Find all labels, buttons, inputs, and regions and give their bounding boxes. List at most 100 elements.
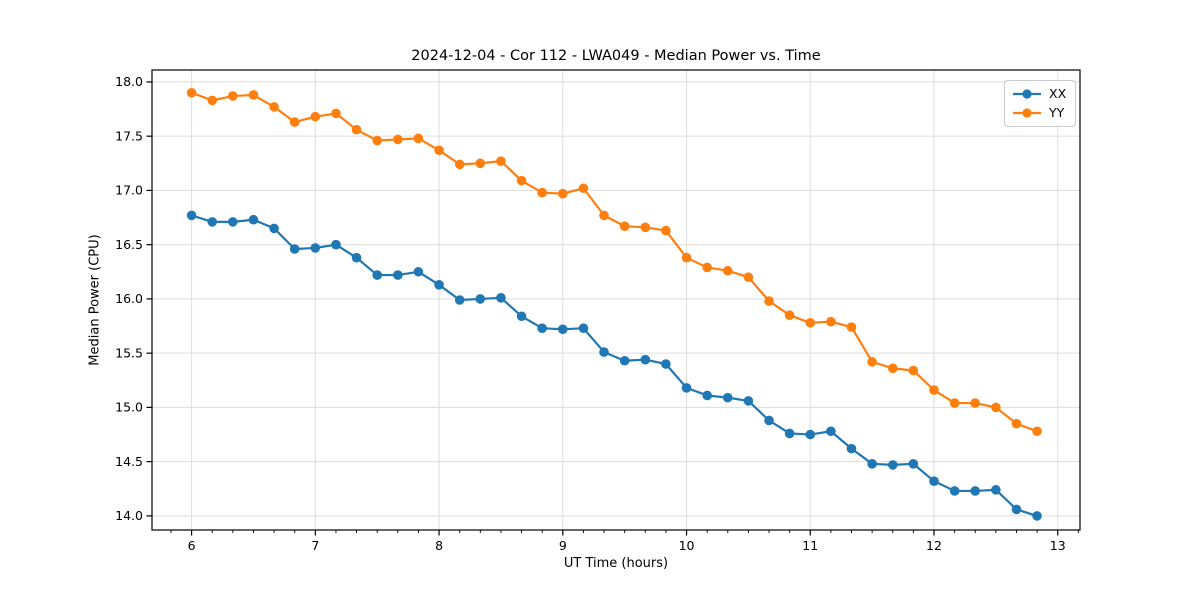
data-point-xx bbox=[702, 390, 712, 401]
data-point-xx bbox=[413, 266, 424, 277]
data-point-yy bbox=[434, 145, 444, 156]
data-point-xx bbox=[661, 359, 671, 369]
data-point-yy bbox=[929, 385, 939, 395]
data-point-yy bbox=[681, 252, 692, 263]
data-point-xx bbox=[846, 443, 857, 454]
data-point-yy bbox=[722, 265, 733, 276]
data-point-yy bbox=[1032, 426, 1042, 437]
data-point-yy bbox=[619, 221, 630, 232]
data-point-xx bbox=[722, 392, 733, 403]
data-point-xx bbox=[310, 243, 321, 253]
data-point-xx bbox=[1032, 511, 1042, 521]
data-point-xx bbox=[826, 426, 836, 437]
y-tick-label: 15.0 bbox=[115, 400, 143, 415]
data-point-xx bbox=[743, 396, 754, 406]
data-point-yy bbox=[454, 159, 465, 170]
data-point-xx bbox=[537, 323, 547, 334]
data-point-yy bbox=[661, 225, 671, 236]
data-point-yy bbox=[557, 188, 568, 199]
data-point-yy bbox=[331, 108, 341, 119]
legend-label-xx: XX bbox=[1049, 85, 1067, 101]
data-point-yy bbox=[784, 310, 795, 320]
data-point-yy bbox=[310, 111, 321, 122]
legend-marker-sample bbox=[1022, 89, 1032, 99]
y-tick-label: 18.0 bbox=[115, 74, 143, 89]
data-point-yy bbox=[228, 91, 238, 101]
legend-line-yy-icon bbox=[1013, 108, 1041, 118]
data-point-xx bbox=[289, 244, 300, 254]
legend: XX YY bbox=[1004, 80, 1077, 127]
data-point-xx bbox=[908, 459, 919, 469]
data-point-yy bbox=[991, 402, 1001, 413]
x-tick-label: 6 bbox=[188, 538, 196, 553]
data-point-yy bbox=[867, 357, 877, 367]
y-tick-label: 16.5 bbox=[115, 237, 143, 252]
series-line-xx bbox=[190, 214, 1039, 518]
data-point-xx bbox=[929, 476, 939, 486]
data-point-yy bbox=[248, 90, 259, 100]
legend-marker-sample bbox=[1022, 108, 1032, 118]
legend-item-yy: YY bbox=[1012, 104, 1066, 122]
data-point-yy bbox=[496, 156, 506, 166]
data-point-yy bbox=[413, 133, 424, 144]
data-point-yy bbox=[970, 398, 980, 408]
data-point-xx bbox=[372, 270, 382, 280]
data-point-yy bbox=[393, 134, 403, 145]
data-point-yy bbox=[805, 317, 816, 328]
data-point-xx bbox=[207, 217, 218, 227]
x-tick-label: 8 bbox=[435, 538, 443, 553]
data-point-yy bbox=[289, 117, 300, 127]
data-point-xx bbox=[475, 294, 486, 304]
data-point-xx bbox=[991, 485, 1001, 495]
data-point-xx bbox=[1011, 504, 1022, 515]
x-axis-label: UT Time (hours) bbox=[563, 556, 669, 571]
data-point-xx bbox=[228, 217, 238, 227]
data-point-xx bbox=[248, 214, 259, 225]
data-point-yy bbox=[908, 365, 919, 376]
data-point-yy bbox=[186, 87, 197, 98]
data-point-xx bbox=[351, 252, 362, 263]
y-tick-label: 14.0 bbox=[115, 508, 143, 523]
x-tick-label: 9 bbox=[559, 538, 567, 553]
y-tick-label: 17.0 bbox=[115, 183, 143, 198]
data-point-yy bbox=[537, 187, 547, 198]
data-point-xx bbox=[949, 486, 960, 496]
data-point-xx bbox=[454, 295, 465, 305]
data-point-xx bbox=[186, 210, 197, 221]
x-tick-label: 13 bbox=[1050, 538, 1066, 553]
data-point-xx bbox=[764, 415, 774, 426]
data-point-yy bbox=[640, 222, 651, 233]
data-point-yy bbox=[949, 398, 960, 408]
data-point-yy bbox=[743, 272, 754, 283]
data-point-xx bbox=[434, 280, 444, 290]
data-point-xx bbox=[578, 323, 589, 334]
data-point-yy bbox=[826, 316, 836, 327]
data-point-xx bbox=[970, 486, 980, 496]
data-point-xx bbox=[681, 383, 692, 393]
data-point-xx bbox=[640, 354, 651, 365]
data-point-yy bbox=[599, 210, 609, 221]
x-tick-label: 11 bbox=[802, 538, 818, 553]
data-point-xx bbox=[619, 355, 630, 366]
data-point-xx bbox=[269, 223, 279, 234]
data-point-xx bbox=[784, 428, 795, 439]
x-tick-label: 12 bbox=[926, 538, 942, 553]
x-tick-label: 10 bbox=[679, 538, 695, 553]
data-point-yy bbox=[1011, 418, 1022, 429]
plot-border bbox=[151, 69, 1081, 531]
data-point-yy bbox=[887, 363, 898, 374]
data-point-yy bbox=[516, 175, 527, 186]
data-point-yy bbox=[764, 296, 774, 306]
data-point-yy bbox=[372, 135, 382, 146]
data-point-yy bbox=[702, 262, 712, 273]
data-point-yy bbox=[475, 158, 486, 169]
chart-title: 2024-12-04 - Cor 112 - LWA049 - Median P… bbox=[411, 48, 821, 64]
y-tick-label: 16.0 bbox=[115, 291, 143, 306]
data-point-xx bbox=[331, 239, 341, 250]
data-point-xx bbox=[393, 270, 403, 280]
data-point-yy bbox=[578, 183, 589, 194]
y-tick-label: 14.5 bbox=[115, 454, 143, 469]
data-point-yy bbox=[351, 124, 362, 135]
y-tick-label: 15.5 bbox=[115, 345, 143, 360]
